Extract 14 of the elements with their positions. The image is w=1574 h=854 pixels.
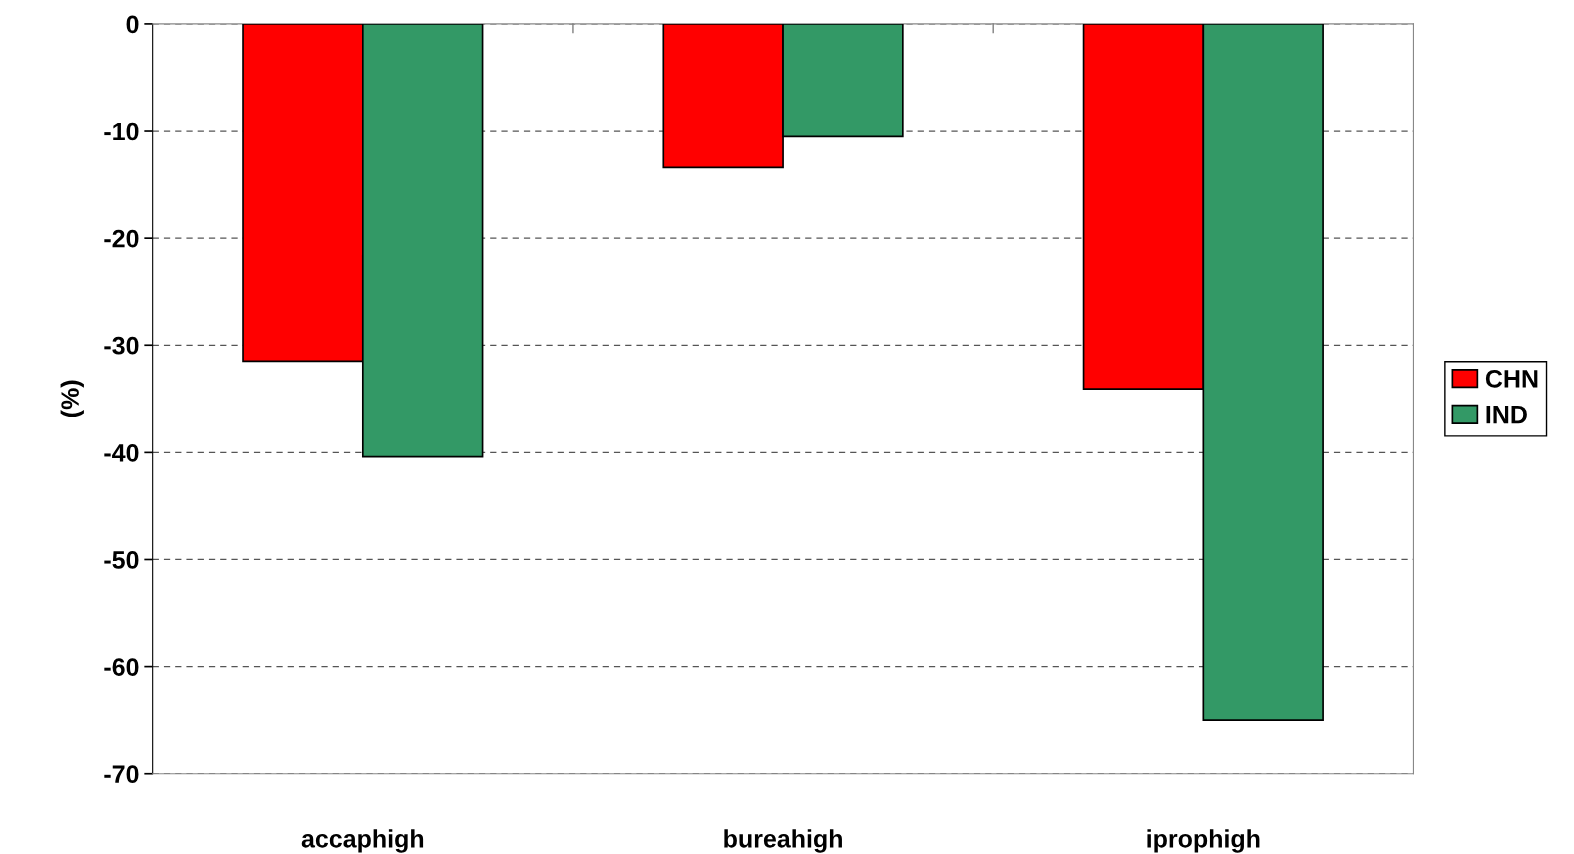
y-tick-label: -30 <box>104 336 139 355</box>
x-tick-label: bureahigh <box>724 829 842 853</box>
y-tick-label: -50 <box>104 551 139 569</box>
y-tick-label: -20 <box>104 229 139 248</box>
x-tick-label: accaphigh <box>301 829 424 853</box>
x-tick-label: iprophigh <box>1147 829 1260 853</box>
y-tick-label: -10 <box>104 122 139 141</box>
legend-label: IND <box>1486 405 1527 424</box>
y-tick-label: -60 <box>104 658 139 676</box>
y-tick-label: 0 <box>126 15 139 34</box>
legend-label: CHN <box>1485 369 1538 388</box>
y-tick-label: -40 <box>104 443 139 462</box>
y-tick-label: -70 <box>104 765 139 784</box>
y-axis-title: (%) <box>60 380 84 418</box>
